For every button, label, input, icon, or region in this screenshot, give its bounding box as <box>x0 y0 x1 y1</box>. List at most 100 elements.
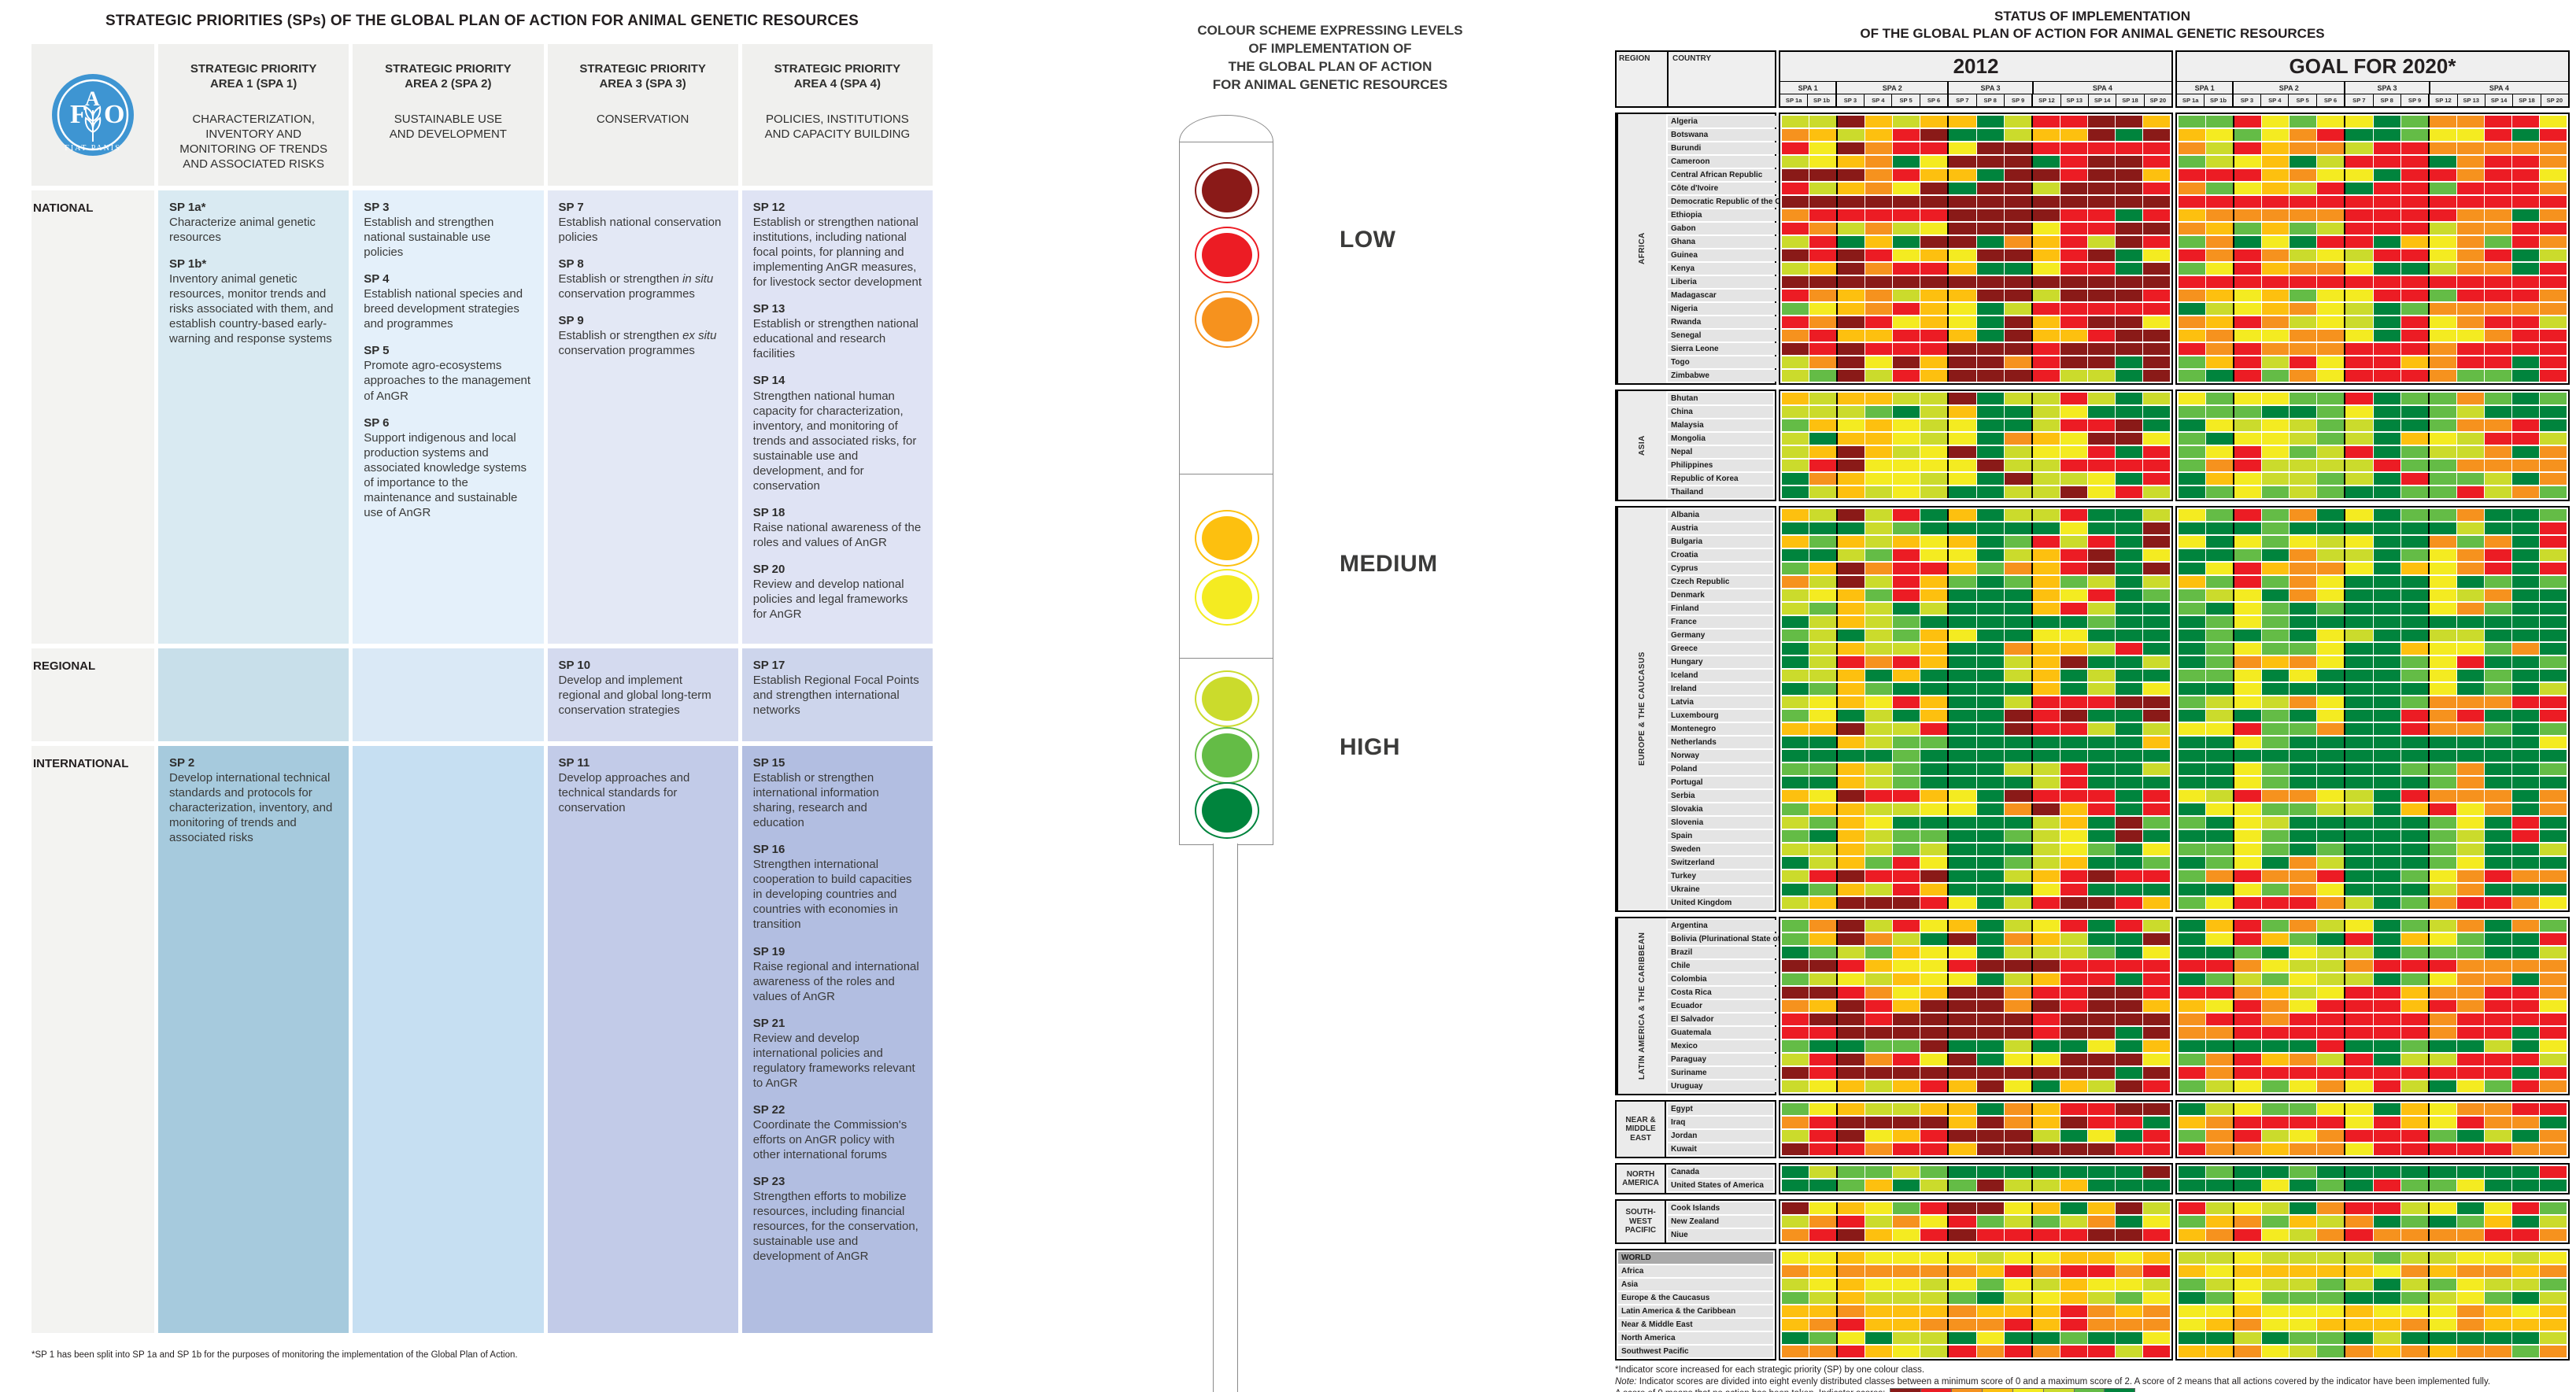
country-label: Croatia <box>1668 549 1773 562</box>
country-label: New Zealand <box>1668 1216 1773 1228</box>
heat-cell <box>2060 1216 2087 1228</box>
heat-cell <box>2456 393 2484 405</box>
heat-row-goal <box>2179 1040 2567 1053</box>
heat-cell <box>2373 777 2400 789</box>
heat-cell <box>2233 603 2262 615</box>
heat-row-2012 <box>1782 276 2171 289</box>
heat-cell <box>2427 1229 2456 1242</box>
heat-row-goal <box>2179 446 2567 459</box>
heat-row-2012 <box>1782 129 2171 142</box>
heat-cell <box>2004 723 2031 736</box>
region-row-near-: NEAR & MIDDLE EAST Egypt Iraq Jordan Kuwait <box>1615 1100 2570 1159</box>
heat-cell <box>2344 563 2373 575</box>
heat-cell <box>1836 933 1865 946</box>
sp-entry-text: Establish or strengthen international in… <box>752 771 879 830</box>
heat-cell <box>1865 987 1893 999</box>
heat-cell <box>1836 236 1865 249</box>
heat-cell <box>2004 933 2031 946</box>
heat-cell <box>2262 522 2290 535</box>
heat-row-goal <box>2179 1080 2567 1093</box>
heat-cell <box>1836 1014 1865 1026</box>
y2012-col-sp6: SP 6 <box>1919 94 1948 107</box>
heat-cell <box>1920 142 1948 155</box>
heat-cell <box>2179 1202 2206 1215</box>
heat-cell <box>2373 276 2400 289</box>
heat-cell <box>2143 960 2171 973</box>
y2012-col-sp1b: SP 1b <box>1807 94 1835 107</box>
heat-cell <box>1947 290 1976 302</box>
heat-cell <box>1809 1117 1837 1129</box>
sp-entry: SP 7 Establish national conservation poli… <box>559 200 727 245</box>
heat-cell <box>2290 1103 2317 1116</box>
sp-entry-text: Establish national conservation policies <box>558 216 722 245</box>
region-row-africa: AFRICA Algeria Botswana Burundi Cameroon Cent… <box>1615 113 2570 386</box>
heat-row-goal <box>2179 142 2567 155</box>
heat-cell <box>2540 897 2567 910</box>
heat-cell <box>2087 933 2115 946</box>
heat-cell <box>2540 446 2567 459</box>
heat-row-2012 <box>1782 1252 2171 1265</box>
heat-cell <box>1809 1305 1837 1318</box>
heat-cell <box>2373 844 2400 856</box>
heat-cell <box>1893 1216 1920 1228</box>
heat-cell <box>1782 1080 1809 1093</box>
level-label-low: LOW <box>1340 227 1396 253</box>
heat-cell <box>2344 616 2373 629</box>
heat-cell <box>2087 116 2115 128</box>
heat-cell <box>2456 209 2484 222</box>
heat-cell <box>2179 1305 2206 1318</box>
heat-cell <box>1976 446 2004 459</box>
heat-cell <box>2540 844 2567 856</box>
heat-cell <box>2427 290 2456 302</box>
heat-cell <box>2317 393 2345 405</box>
heat-cell <box>2427 316 2456 329</box>
heat-cell <box>2233 884 2262 896</box>
heat-cell <box>1865 777 1893 789</box>
heat-cell <box>2456 830 2484 843</box>
heat-cell <box>2373 696 2400 709</box>
heat-cell <box>1865 857 1893 870</box>
heat-cell <box>2540 303 2567 316</box>
heat-cell <box>2087 406 2115 419</box>
heat-cell <box>2290 987 2317 999</box>
heat-cell <box>1865 343 1893 356</box>
heatmap-2012-latin-america-the-caribbean <box>1779 917 2173 1096</box>
traffic-light-pole <box>1213 844 1238 1392</box>
heat-cell <box>2233 723 2262 736</box>
heat-cell <box>2484 1130 2511 1143</box>
heat-cell <box>2143 656 2171 669</box>
heat-cell <box>1976 777 2004 789</box>
heat-cell <box>2427 1265 2456 1278</box>
heat-cell <box>2317 1229 2345 1242</box>
heat-cell <box>2206 870 2234 883</box>
heat-cell <box>2115 844 2143 856</box>
heat-cell <box>1809 142 1837 155</box>
heat-cell <box>1865 763 1893 776</box>
heat-cell <box>2373 884 2400 896</box>
heat-cell <box>1920 870 1948 883</box>
heat-cell <box>1893 393 1920 405</box>
heat-cell <box>2206 460 2234 472</box>
heat-cell <box>2206 1292 2234 1305</box>
heat-cell <box>2344 249 2373 262</box>
fao-logo-cell: F A O FIAT PANIS <box>31 44 154 186</box>
heat-cell <box>2179 563 2206 575</box>
heat-cell <box>2427 897 2456 910</box>
heat-cell <box>1809 683 1837 696</box>
heat-row-2012 <box>1782 857 2171 870</box>
heat-cell <box>2031 1080 2060 1093</box>
heat-row-goal <box>2179 857 2567 870</box>
heat-cell <box>2344 790 2373 803</box>
heat-cell <box>2179 419 2206 432</box>
heat-cell <box>2373 987 2400 999</box>
heat-cell <box>2427 249 2456 262</box>
heat-cell <box>1920 920 1948 932</box>
heat-cell <box>2004 1117 2031 1129</box>
heat-cell <box>1893 1080 1920 1093</box>
heat-cell <box>2031 223 2060 235</box>
heat-cell <box>1920 844 1948 856</box>
heat-cell <box>1947 343 1976 356</box>
heat-cell <box>1893 589 1920 602</box>
heat-cell <box>2400 393 2428 405</box>
heat-cell <box>2317 473 2345 486</box>
